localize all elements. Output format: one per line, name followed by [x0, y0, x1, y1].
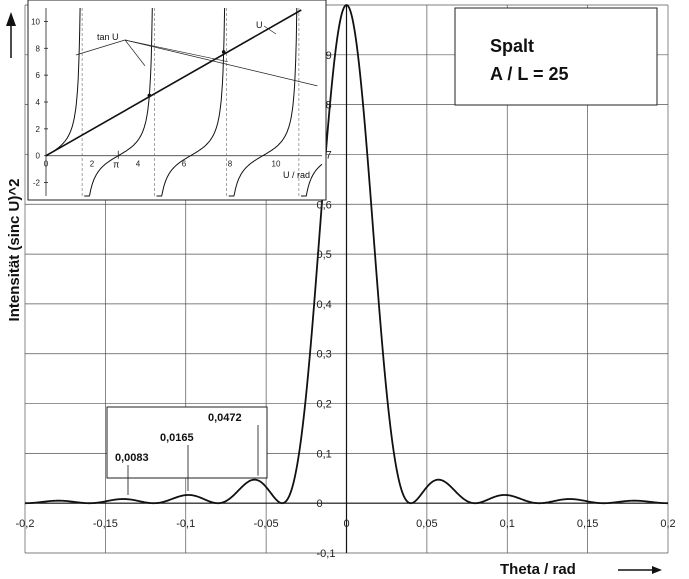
annotation-label: 0,0472	[208, 412, 242, 424]
y-tick-label: 0,2	[317, 399, 332, 411]
info-box: Spalt A / L = 25	[454, 7, 658, 106]
inset-tan-branch	[228, 7, 298, 197]
y-tick-label: 0,6	[317, 199, 332, 211]
x-tick-label: -0,05	[254, 518, 279, 530]
inset-tan-branch	[156, 7, 226, 197]
main-curve	[25, 4, 668, 505]
inset-tan-branch	[84, 7, 153, 197]
inset-u-leader	[263, 25, 277, 35]
inset-intersection	[147, 93, 152, 98]
inset-y-tick-label: 8	[36, 44, 41, 53]
x-tick-label: 0,1	[500, 518, 515, 530]
annotation-label: 0,0165	[160, 432, 194, 444]
inset-x-tick-label: 0	[44, 160, 49, 169]
y-tick-label: -0,1	[317, 548, 336, 560]
x-tick-label: -0,15	[93, 518, 118, 530]
y-axis-label: Intensität (sinc U)^2	[6, 179, 23, 322]
inset-y-tick-label: 10	[31, 17, 40, 26]
inset-intersection	[221, 50, 226, 54]
x-tick-labels: -0,2 -0,15 -0,1 -0,05 0 0,05 0,1 0,15 0,2	[16, 518, 676, 530]
x-tick-label: 0,05	[416, 518, 437, 530]
inset-x-axis-label: U / rad	[283, 170, 310, 180]
annotation-box: 0,0472 0,0165 0,0083	[106, 406, 268, 496]
inset-y-tick-label: 2	[36, 125, 41, 134]
y-tick-label: 0	[317, 498, 323, 510]
y-tick-label: 0,3	[317, 349, 332, 361]
inset-tan-leader	[124, 39, 228, 63]
inset-pi-label: π	[113, 160, 119, 170]
inset-u-label: U	[256, 20, 263, 30]
inset-line-u	[45, 9, 302, 157]
inset-tan-branch	[301, 163, 323, 197]
x-axis-arrow-icon	[618, 566, 662, 574]
inset-tan-leader	[124, 39, 146, 66]
y-tick-label: 0,4	[317, 299, 332, 311]
inset-x-tick-label: 6	[182, 160, 187, 169]
info-box-line2: A / L = 25	[490, 64, 569, 84]
x-axis-label: Theta / rad	[500, 561, 576, 578]
inset-y-tick-label: 4	[36, 98, 41, 107]
y-axis-arrow-icon	[6, 12, 16, 58]
x-tick-label: -0,1	[176, 518, 195, 530]
inset-x-tick-label: 8	[228, 160, 233, 169]
inset-y-tick-label: -2	[33, 179, 41, 188]
x-tick-label: 0,15	[577, 518, 598, 530]
x-tick-label: 0,2	[660, 518, 675, 530]
inset-tan-leader	[124, 39, 318, 87]
inset-chart: 0 2 4 6 8 10 -2 0 2 4 6 8 10 π tan U U U / rad	[27, 0, 327, 201]
inset-x-tick-label: 10	[272, 160, 281, 169]
inset-y-tick-label: 0	[36, 152, 41, 161]
zero-axes	[25, 5, 668, 553]
x-tick-label: 0	[343, 518, 349, 530]
y-tick-label: 0,1	[317, 448, 332, 460]
info-box-line1: Spalt	[490, 36, 534, 56]
inset-x-tick-label: 2	[90, 160, 95, 169]
inset-tan-leader	[75, 39, 126, 56]
inset-y-tick-label: 6	[36, 71, 41, 80]
annotation-label: 0,0083	[115, 452, 149, 464]
x-tick-label: -0,2	[16, 518, 35, 530]
inset-tan-label: tan U	[97, 32, 119, 42]
y-tick-label: 0,5	[317, 249, 332, 261]
inset-x-tick-label: 4	[136, 160, 141, 169]
